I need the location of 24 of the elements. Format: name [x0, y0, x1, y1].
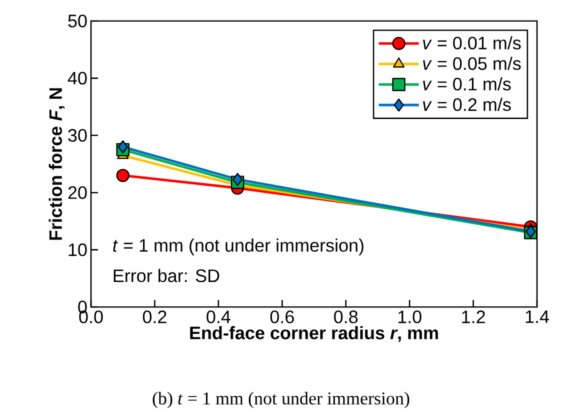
legend-label: v = 0.01 m/s [423, 36, 521, 50]
y-tick-label: 50 [68, 14, 87, 28]
x-tick-label: 0.6 [270, 310, 294, 324]
point [118, 140, 128, 154]
x-tick-label: 0.4 [206, 310, 230, 324]
x-tick-label: 1.4 [526, 310, 549, 323]
annotation: Error bar: SD [114, 268, 220, 282]
x-tick-label: 1.2 [462, 310, 485, 323]
point [116, 168, 130, 182]
x-tick-label: 1.0 [398, 310, 422, 324]
y-tick-label: 30 [68, 128, 87, 142]
x-tick-label: 0.2 [142, 310, 166, 324]
x-axis-title: End-face corner radius r, mm [190, 326, 438, 342]
y-axis-title: Friction force F, N [48, 88, 65, 240]
text: (b) t = 1 mm (not under immersion) [152, 392, 410, 408]
y-tick-label: 40 [68, 72, 87, 84]
y-tick-label: 20 [68, 186, 87, 199]
annotation: t = 1 mm (not under immersion) [113, 238, 364, 256]
legend-label: v = 0.05 m/s [423, 56, 521, 70]
y-tick-label: 10 [68, 243, 87, 256]
x-tick-label: 0.8 [334, 310, 358, 324]
legend-label: v = 0.1 m/s [423, 77, 511, 90]
point [232, 172, 243, 186]
legend-label: v = 0.2 m/s [423, 98, 511, 111]
